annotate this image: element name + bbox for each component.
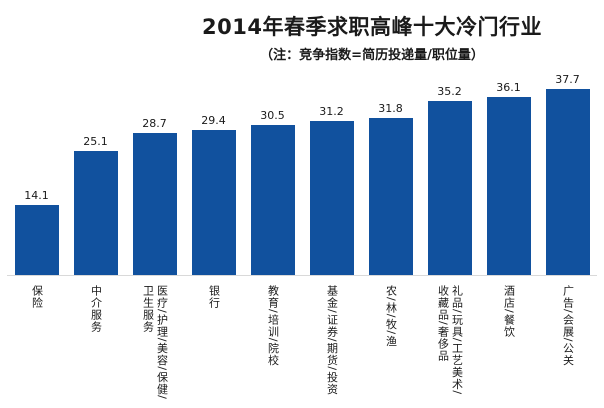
bar [132,133,177,275]
category-cell: 酒店/餐饮 [479,285,538,403]
bar-value-label: 28.7 [142,117,167,130]
chart-subtitle: （注：竞争指数=简历投递量/职位量） [260,48,484,63]
bar [250,125,295,275]
category-label: 酒店/餐饮 [502,285,516,338]
bar [191,130,236,275]
category-cell: 医疗/护理/美容/保健/卫生服务 [125,285,184,403]
chart-title: 2014年春季求职高峰十大冷门行业 [202,15,542,39]
category-cell: 教育/培训/院校 [243,285,302,403]
bar-cell: 28.7 [125,63,184,275]
category-label: 中介服务 [89,285,103,333]
bar [14,205,59,275]
bar-value-label: 29.4 [201,114,226,127]
category-cell: 基金/证券/期货/投资 [302,285,361,403]
category-label: 教育/培训/院校 [266,285,280,367]
bar-value-label: 30.5 [260,109,285,122]
category-cell: 中介服务 [66,285,125,403]
category-label: 医疗/护理/美容/保健/卫生服务 [141,285,169,400]
bar-cell: 14.1 [7,63,66,275]
bar-cell: 25.1 [66,63,125,275]
bar-value-label: 36.1 [496,81,521,94]
category-label: 广告/会展/公关 [561,285,575,367]
bar-value-label: 14.1 [24,189,49,202]
bar-chart: 14.1 25.1 28.7 29.4 30.5 31.2 31.8 35.2 36.1 37.7… [7,63,597,403]
category-cell: 广告/会展/公关 [538,285,597,403]
bar-value-label: 25.1 [83,135,108,148]
bar [309,121,354,275]
category-labels-row: 保险 中介服务 医疗/护理/美容/保健/卫生服务 银行 教育/培训/院校 基金/证券/期货… [7,275,597,403]
category-label: 基金/证券/期货/投资 [325,285,339,396]
bar-cell: 35.2 [420,63,479,275]
bar-value-label: 37.7 [555,73,580,86]
category-cell: 礼品/玩具/工艺美术/收藏品/奢侈品 [420,285,479,403]
bar-cell: 31.2 [302,63,361,275]
bar [427,101,472,275]
bar-cell: 37.7 [538,63,597,275]
bar [73,151,118,275]
bar-value-label: 31.2 [319,105,344,118]
bar-cell: 36.1 [479,63,538,275]
category-label: 银行 [207,285,221,309]
bar [486,97,531,275]
bar-cell: 31.8 [361,63,420,275]
bar [545,89,590,275]
category-label: 保险 [30,285,44,309]
bar-value-label: 35.2 [437,85,462,98]
bar-value-label: 31.8 [378,102,403,115]
category-cell: 银行 [184,285,243,403]
chart-header: 2014年春季求职高峰十大冷门行业 （注：竞争指数=简历投递量/职位量） [140,0,604,63]
category-cell: 农/林/牧/渔 [361,285,420,403]
bars-row: 14.1 25.1 28.7 29.4 30.5 31.2 31.8 35.2 36.1 37.7 [7,63,597,275]
bar-cell: 29.4 [184,63,243,275]
bar-cell: 30.5 [243,63,302,275]
category-label: 礼品/玩具/工艺美术/收藏品/奢侈品 [436,285,464,396]
category-label: 农/林/牧/渔 [384,285,398,348]
category-cell: 保险 [7,285,66,403]
bar [368,118,413,275]
